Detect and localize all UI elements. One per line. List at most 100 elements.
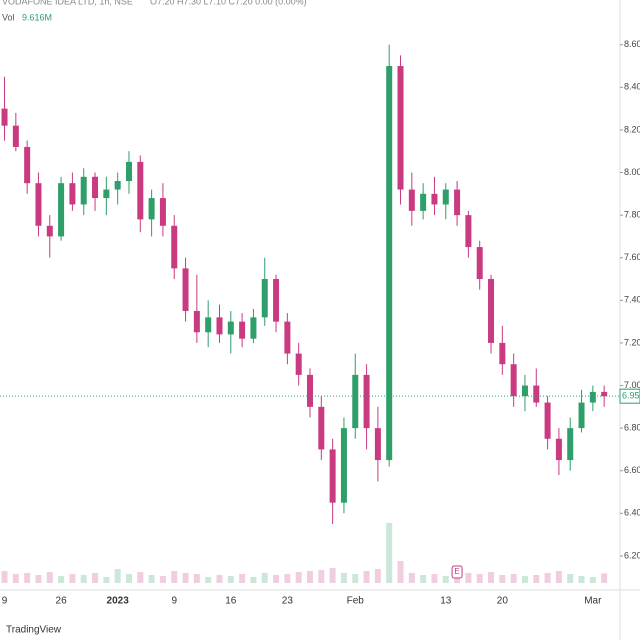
volume-bar: [465, 573, 472, 583]
candle-body: [476, 247, 483, 280]
x-tick-label: 23: [282, 596, 294, 607]
volume-bar: [114, 569, 121, 583]
volume-bar: [284, 574, 291, 583]
volume-bar: [250, 577, 257, 583]
candle-body: [69, 183, 76, 205]
x-tick-label: 26: [56, 596, 68, 607]
candle-body: [567, 428, 574, 461]
candle-body: [35, 183, 42, 226]
candle-body: [578, 402, 585, 429]
candle-body: [431, 193, 438, 205]
candle-body: [261, 279, 268, 318]
candle-body: [137, 161, 144, 220]
candle-body: [92, 176, 99, 199]
x-tick-label: 2023: [107, 596, 130, 607]
volume-bar: [171, 571, 178, 583]
candle-body: [250, 317, 257, 339]
candle-body: [46, 225, 53, 237]
volume-bar: [488, 572, 495, 583]
candle-body: [420, 193, 427, 211]
volume-bar: [363, 571, 370, 583]
candle-body: [295, 353, 302, 375]
y-tick-label: 8.20: [624, 124, 640, 134]
volume-bar: [318, 570, 325, 583]
volume-bar: [499, 575, 506, 583]
candle-body: [397, 66, 404, 190]
volume-bar: [340, 573, 347, 583]
volume-bar: [261, 573, 268, 583]
x-tick-label: 9: [171, 596, 177, 607]
volume-bar: [454, 575, 461, 583]
volume-bar: [408, 573, 415, 583]
candle-body: [454, 189, 461, 216]
candle-body: [24, 146, 31, 184]
volume-bar: [521, 576, 528, 583]
x-tick-label: 20: [497, 596, 509, 607]
volume-bar: [431, 574, 438, 583]
volume-bar: [148, 575, 155, 583]
candle-body: [125, 161, 132, 182]
candle-body: [205, 317, 212, 333]
volume-bar: [307, 571, 313, 583]
candle-body: [521, 385, 528, 397]
volume-bar: [205, 577, 212, 583]
volume-bar: [137, 572, 144, 583]
volume-bar: [35, 575, 42, 583]
candle-body: [374, 428, 381, 461]
candle-body: [182, 268, 189, 311]
volume-bar: [69, 574, 76, 583]
volume-bar: [103, 577, 110, 583]
volume-text: 9.616M: [22, 12, 52, 22]
volume-bar: [1, 571, 8, 583]
volume-bar: [510, 574, 517, 583]
candle-body: [159, 198, 166, 226]
candle-body: [216, 317, 223, 335]
candle-body: [442, 189, 449, 205]
volume-bar: [578, 576, 585, 583]
volume-label: Vol: [2, 12, 15, 22]
candle-body: [273, 279, 280, 322]
candle-body: [284, 321, 291, 354]
candle-body: [1, 108, 8, 126]
y-tick-label: 6.80: [624, 422, 640, 432]
volume-bar: [295, 572, 302, 583]
volume-bar: [80, 575, 87, 583]
volume-bar: [216, 575, 223, 583]
candle-body: [340, 428, 347, 503]
y-tick-label: 8.00: [624, 167, 640, 177]
y-tick-label: 7.40: [624, 295, 640, 305]
candle-body: [171, 225, 178, 269]
y-tick-label: 8.40: [624, 82, 640, 92]
volume-bar: [555, 571, 562, 583]
volume-bar: [193, 574, 200, 583]
y-tick-label: 7.60: [624, 252, 640, 262]
volume-bar: [159, 576, 166, 583]
ohlc-text: O7.20 H7.30 L7.10 C7.20 0.00 (0.00%): [150, 0, 307, 6]
volume-bar: [442, 576, 449, 583]
candle-body: [352, 374, 359, 429]
y-tick-label: 6.20: [624, 550, 640, 560]
x-tick-label: Mar: [584, 596, 602, 607]
candle-body: [363, 374, 370, 429]
x-tick-label: 9: [2, 596, 8, 607]
y-tick-label: 6.60: [624, 465, 640, 475]
candle-body: [589, 391, 596, 403]
volume-bar: [273, 575, 280, 583]
y-tick-label: 7.80: [624, 210, 640, 220]
chart-title: VODAFONE IDEA LTD, 1h, NSE: [2, 0, 133, 6]
volume-bar: [420, 575, 427, 583]
volume-bar: [46, 572, 53, 583]
candle-body: [148, 198, 155, 220]
volume-bar: [476, 574, 483, 583]
volume-bar: [239, 574, 246, 583]
candle-body: [307, 374, 313, 407]
x-tick-label: 16: [225, 596, 237, 607]
candle-body: [555, 438, 562, 461]
candle-body: [103, 189, 110, 199]
volume-bar: [374, 569, 381, 583]
volume-bar: [227, 576, 234, 583]
volume-bar: [12, 574, 19, 583]
volume-bar: [544, 573, 551, 583]
candle-body: [408, 189, 415, 211]
